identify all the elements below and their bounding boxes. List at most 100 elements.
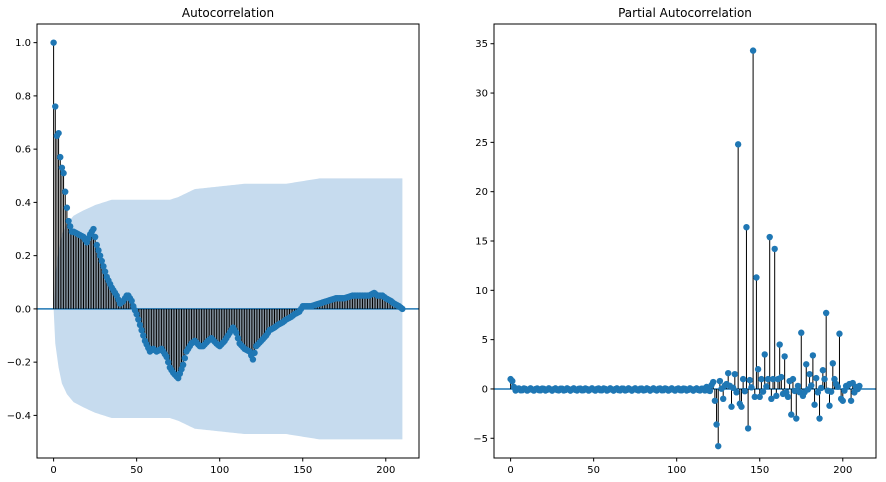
pacf-point bbox=[716, 377, 724, 385]
pacf-point bbox=[808, 382, 815, 389]
pacf-point bbox=[773, 392, 780, 400]
pacf-x-tick-label: 150 bbox=[750, 465, 769, 476]
pacf-point bbox=[788, 411, 795, 418]
acf-point bbox=[135, 316, 142, 323]
pacf-point bbox=[798, 329, 805, 336]
acf-y-tick-label: 0.0 bbox=[15, 304, 31, 315]
acf-point bbox=[93, 241, 100, 249]
acf-point bbox=[91, 233, 99, 241]
acf-point bbox=[133, 311, 140, 318]
pacf-y-tick-label: −5 bbox=[473, 434, 488, 445]
acf-plot-frame bbox=[36, 23, 420, 459]
pacf-point bbox=[728, 403, 735, 410]
acf-point bbox=[251, 349, 258, 357]
pacf-point bbox=[746, 376, 753, 384]
pacf-y-tick-label: 30 bbox=[475, 89, 488, 100]
pacf-point bbox=[793, 415, 800, 422]
pacf-point bbox=[771, 245, 778, 253]
pacf-point bbox=[826, 402, 833, 409]
pacf-point bbox=[763, 383, 770, 390]
acf-point bbox=[249, 356, 257, 363]
acf-point bbox=[179, 361, 187, 369]
pacf-point bbox=[778, 373, 785, 381]
pacf-x-tick-label: 50 bbox=[587, 465, 600, 476]
acf-y-tick-label: −0.4 bbox=[7, 411, 31, 422]
acf-point bbox=[90, 225, 97, 233]
acf-y-tick-label: 0.2 bbox=[15, 251, 31, 262]
pacf-point bbox=[856, 382, 863, 390]
acf-point bbox=[65, 217, 72, 225]
acf-x-tick-label: 200 bbox=[376, 465, 395, 476]
pacf-point bbox=[839, 397, 846, 404]
acf-point bbox=[96, 252, 104, 259]
pacf-point bbox=[827, 388, 835, 395]
pacf-point bbox=[761, 351, 768, 358]
pacf-point bbox=[749, 47, 757, 54]
pacf-point bbox=[748, 384, 755, 391]
acf-x-tick-label: 100 bbox=[210, 465, 229, 476]
acf-point bbox=[67, 223, 74, 230]
pacf-point bbox=[819, 367, 827, 374]
pacf-point bbox=[769, 375, 777, 383]
acf-point bbox=[101, 268, 109, 275]
pacf-point bbox=[794, 382, 802, 390]
acf-y-tick-label: −0.2 bbox=[7, 358, 31, 369]
pacf-point bbox=[713, 421, 720, 428]
acf-x-tick-label: 50 bbox=[130, 465, 143, 476]
acf-point bbox=[181, 354, 189, 362]
acf-point bbox=[60, 169, 67, 177]
acf-stems bbox=[37, 39, 419, 382]
acf-point bbox=[234, 334, 242, 342]
pacf-point bbox=[806, 370, 813, 378]
pacf-point bbox=[759, 388, 767, 395]
pacf-point bbox=[817, 384, 825, 392]
acf-point bbox=[100, 263, 107, 270]
acf-point bbox=[63, 204, 71, 211]
acf-point bbox=[98, 257, 105, 265]
acf-point bbox=[52, 103, 59, 110]
acf-point bbox=[95, 247, 102, 254]
pacf-point bbox=[811, 401, 818, 408]
pacf-title: Partial Autocorrelation bbox=[618, 6, 752, 20]
pacf-point bbox=[715, 442, 722, 450]
pacf-point bbox=[753, 274, 760, 281]
pacf-point bbox=[739, 375, 747, 383]
pacf-point bbox=[831, 375, 838, 383]
pacf-point bbox=[791, 387, 798, 395]
pacf-y-tick-label: 20 bbox=[475, 187, 488, 198]
acf-point bbox=[136, 321, 144, 329]
acf-point bbox=[233, 329, 240, 337]
pacf-x-ticks: 0 50 100 150 200 bbox=[507, 458, 852, 476]
acf-x-tick-label: 150 bbox=[293, 465, 312, 476]
acf-y-tick-label: 0.8 bbox=[15, 91, 31, 102]
acf-point bbox=[55, 129, 62, 137]
acf-point bbox=[57, 153, 64, 161]
pacf-point bbox=[741, 388, 748, 395]
acf-y-tick-label: 0.6 bbox=[15, 145, 31, 156]
pacf-point bbox=[781, 353, 788, 360]
acf-y-tick-label: 1.0 bbox=[15, 38, 31, 49]
pacf-y-ticks: −5 0 5 10 15 20 25 30 35 bbox=[473, 39, 494, 445]
pacf-point bbox=[803, 361, 810, 368]
pacf-point bbox=[724, 369, 732, 377]
pacf-point bbox=[738, 403, 745, 410]
pacf-x-tick-label: 200 bbox=[833, 465, 852, 476]
pacf-point bbox=[729, 384, 737, 392]
acf-x-tick-label: 0 bbox=[50, 465, 56, 476]
pacf-point bbox=[822, 309, 830, 317]
acf-point bbox=[50, 39, 57, 46]
pacf-point bbox=[744, 425, 752, 432]
acf-point bbox=[163, 353, 170, 361]
pacf-point bbox=[836, 330, 843, 337]
pacf-point bbox=[756, 393, 763, 401]
pacf-panel: Partial Autocorrelation 0 50 100 150 200 −50… bbox=[473, 6, 877, 476]
pacf-y-tick-label: 5 bbox=[482, 335, 488, 346]
acf-point bbox=[140, 332, 147, 339]
acf-y-tick-label: 0.4 bbox=[15, 198, 31, 209]
pacf-y-tick-label: 0 bbox=[482, 384, 488, 395]
pacf-point bbox=[711, 397, 719, 404]
pacf-point bbox=[816, 415, 823, 422]
pacf-point bbox=[766, 233, 773, 241]
pacf-point bbox=[768, 395, 775, 403]
pacf-point bbox=[731, 370, 739, 378]
